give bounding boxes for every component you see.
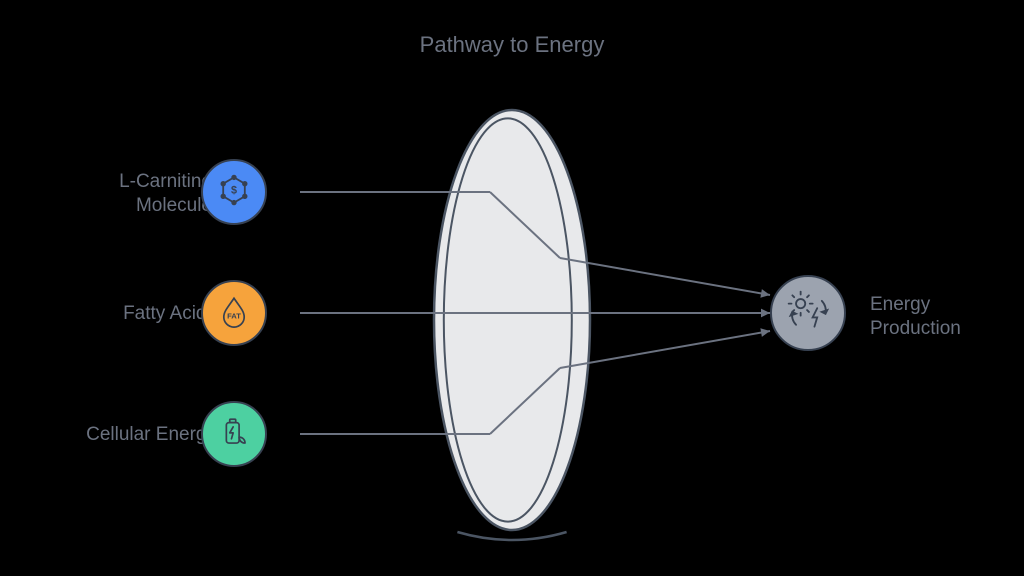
- fattyacids-node: FAT: [201, 280, 267, 346]
- sun-bolt-cycle-icon: [785, 288, 831, 339]
- cellular-node: [201, 401, 267, 467]
- fat-drop-icon: FAT: [217, 294, 251, 333]
- lcarnitine-label: L-CarnitineMolecule: [82, 170, 212, 218]
- energy-label: EnergyProduction: [870, 293, 990, 341]
- energy-node: [770, 275, 846, 351]
- fattyacids-label: Fatty Acids: [106, 302, 216, 326]
- diagram-canvas: [0, 0, 1024, 576]
- battery-leaf-icon: [217, 415, 251, 454]
- lcarnitine-node: $: [201, 159, 267, 225]
- molecule-icon: $: [216, 172, 252, 213]
- membrane-shape: [434, 110, 590, 540]
- svg-text:FAT: FAT: [227, 311, 241, 320]
- svg-text:$: $: [231, 184, 237, 196]
- cellular-label: Cellular Energy: [66, 423, 216, 447]
